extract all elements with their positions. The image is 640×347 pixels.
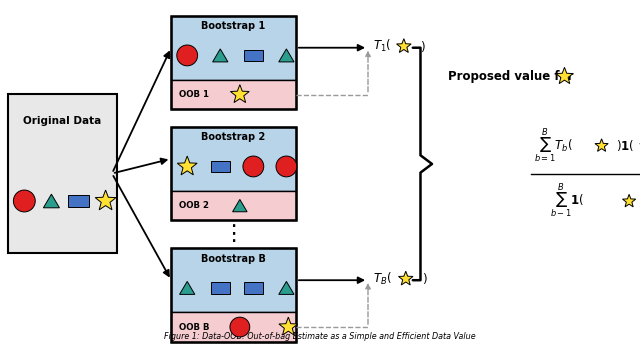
Text: $T_{B}($: $T_{B}($ xyxy=(373,271,392,287)
Polygon shape xyxy=(44,194,60,208)
Text: OOB B: OOB B xyxy=(179,323,209,331)
Text: $)\mathbf{1}($: $)\mathbf{1}($ xyxy=(616,138,635,153)
Polygon shape xyxy=(95,190,116,210)
Polygon shape xyxy=(279,281,294,294)
Text: Bootstrap 2: Bootstrap 2 xyxy=(202,132,266,142)
FancyBboxPatch shape xyxy=(68,195,89,207)
Polygon shape xyxy=(279,49,294,62)
FancyBboxPatch shape xyxy=(172,248,296,312)
Text: OOB 2: OOB 2 xyxy=(179,201,209,210)
Text: Bootstrap 1: Bootstrap 1 xyxy=(202,21,266,31)
Polygon shape xyxy=(399,271,413,285)
Text: Figure 1: Data-OOB: Out-of-bag Estimate as a Simple and Efficient Data Value: Figure 1: Data-OOB: Out-of-bag Estimate … xyxy=(164,332,476,341)
FancyBboxPatch shape xyxy=(8,94,117,253)
Text: Bootstrap B: Bootstrap B xyxy=(201,254,266,263)
Text: $)$: $)$ xyxy=(420,39,426,54)
FancyBboxPatch shape xyxy=(244,50,263,61)
Text: Original Data: Original Data xyxy=(23,117,102,126)
Ellipse shape xyxy=(177,45,198,66)
Polygon shape xyxy=(180,281,195,294)
Ellipse shape xyxy=(276,156,297,177)
FancyBboxPatch shape xyxy=(172,80,296,109)
Polygon shape xyxy=(212,49,228,62)
Ellipse shape xyxy=(230,317,250,337)
Text: $\sum_{b=1}^{B} T_b($: $\sum_{b=1}^{B} T_b($ xyxy=(534,127,573,165)
Text: $T_{1}($: $T_{1}($ xyxy=(373,38,392,54)
Text: Proposed value for: Proposed value for xyxy=(448,70,573,83)
Text: $)$: $)$ xyxy=(422,271,428,286)
FancyBboxPatch shape xyxy=(172,127,296,191)
Text: OOB 1: OOB 1 xyxy=(179,90,209,99)
FancyBboxPatch shape xyxy=(244,282,263,294)
Polygon shape xyxy=(556,67,573,84)
Text: $\sum_{b-1}^{B}\mathbf{1}($: $\sum_{b-1}^{B}\mathbf{1}($ xyxy=(550,182,585,220)
Polygon shape xyxy=(177,156,197,175)
Polygon shape xyxy=(595,139,608,151)
FancyBboxPatch shape xyxy=(172,16,296,80)
Polygon shape xyxy=(230,85,249,103)
Text: ⋮: ⋮ xyxy=(223,224,244,244)
FancyBboxPatch shape xyxy=(211,282,230,294)
Ellipse shape xyxy=(13,190,35,212)
Polygon shape xyxy=(623,194,636,207)
Ellipse shape xyxy=(243,156,264,177)
Polygon shape xyxy=(232,200,247,212)
FancyBboxPatch shape xyxy=(172,312,296,342)
Polygon shape xyxy=(279,317,298,335)
Polygon shape xyxy=(397,39,411,52)
FancyBboxPatch shape xyxy=(211,161,230,172)
FancyBboxPatch shape xyxy=(172,191,296,220)
